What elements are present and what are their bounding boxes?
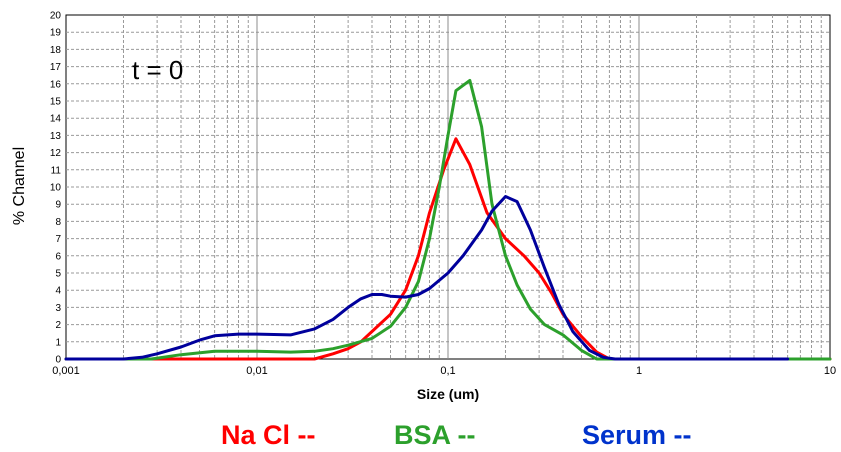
legend-bsa: BSA -- <box>394 420 476 450</box>
y-tick-label: 2 <box>55 320 61 331</box>
legend-serum: Serum -- <box>582 420 692 450</box>
y-axis-label: % Channel <box>11 146 28 226</box>
x-tick-label: 0,01 <box>246 365 267 377</box>
y-tick-label: 15 <box>50 97 62 108</box>
legend-nacl: Na Cl -- <box>221 420 316 450</box>
y-tick-label: 3 <box>55 303 61 314</box>
x-tick-label: 0,1 <box>440 365 455 377</box>
x-axis-label: Size (um) <box>417 386 479 402</box>
y-tick-label: 10 <box>50 183 62 194</box>
x-tick-labels: 0,001 0,01 0,1 1 10 <box>52 365 836 377</box>
y-tick-label: 7 <box>55 234 61 245</box>
y-tick-label: 12 <box>50 148 62 159</box>
x-tick-label: 10 <box>824 365 836 377</box>
y-tick-label: 19 <box>50 28 62 39</box>
y-tick-label: 11 <box>51 165 62 176</box>
series-line-bsa <box>64 78 832 361</box>
time-annotation: t = 0 <box>132 55 184 85</box>
y-tick-label: 9 <box>55 200 61 211</box>
y-tick-label: 0 <box>55 355 61 366</box>
x-tick-label: 0,001 <box>52 365 80 377</box>
y-tick-label: 4 <box>55 286 61 297</box>
y-tick-label: 16 <box>50 79 62 90</box>
series-line-serum <box>64 195 790 361</box>
y-tick-label: 17 <box>50 62 62 73</box>
y-tick-label: 8 <box>55 217 61 228</box>
x-tick-label: 1 <box>636 365 642 377</box>
y-tick-label: 14 <box>50 114 62 125</box>
y-tick-label: 18 <box>50 45 62 56</box>
y-tick-label: 5 <box>55 269 61 280</box>
y-tick-label: 13 <box>50 131 62 142</box>
y-tick-label: 1 <box>55 337 61 348</box>
y-tick-label: 6 <box>55 251 61 262</box>
series-lines <box>64 78 832 361</box>
y-tick-label: 20 <box>50 11 62 22</box>
